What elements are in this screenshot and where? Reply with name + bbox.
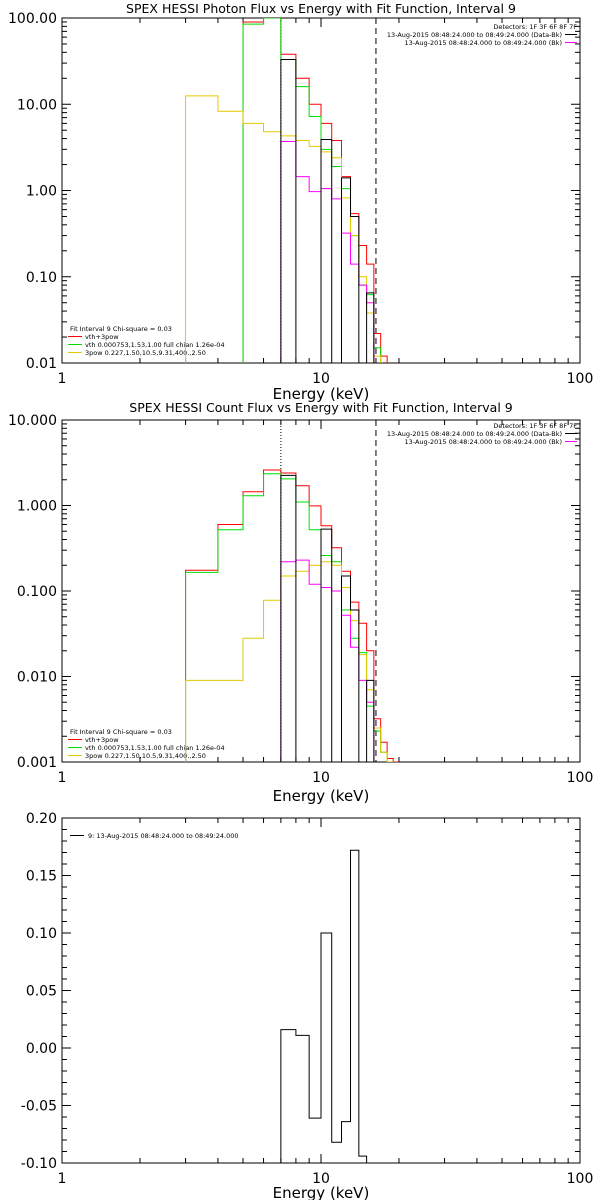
residuals-x-tick-label: 10 <box>312 1171 330 1187</box>
count-header-data-bk: 13-Aug-2015 08:48:24.000 to 08:49:24.000… <box>387 430 562 438</box>
count-series-bk <box>280 559 375 762</box>
photon-x-tick-label: 10 <box>312 371 330 387</box>
photon-y-tick-label: 10.00 <box>17 97 57 113</box>
photon-legend-3pow: 3pow 0.227,1.50,10.5,9.31,400.,2.50 <box>85 349 206 357</box>
photon-x-tick-label: 100 <box>567 371 594 387</box>
photon-x-tick-label: 1 <box>58 371 67 387</box>
photon-legend-model: vth+3pow <box>85 333 119 341</box>
count-y-tick-label: 0.100 <box>17 584 57 600</box>
count-header-bk: 13-Aug-2015 08:48:24.000 to 08:49:24.000… <box>405 438 562 446</box>
count-legend-3pow: 3pow 0.227,1.50,10.5,9.31,400.,2.50 <box>85 752 206 760</box>
photon-data-layer <box>185 18 388 363</box>
count-legend-vth: vth 0.000753,1.53,1.00 full chian 1.26e-… <box>85 744 225 752</box>
count-flux-xlabel: Energy (keV) <box>273 787 370 805</box>
residuals-xlabel: Energy (keV) <box>273 1184 370 1200</box>
photon-series-bk <box>280 140 375 363</box>
count-y-tick-label: 1.000 <box>17 499 57 515</box>
photon-legend-vth: vth 0.000753,1.53,1.00 full chian 1.26e-… <box>85 341 225 349</box>
residuals-x-tick-label: 100 <box>567 1171 594 1187</box>
count-flux-legend: Fit Interval 9 Chi-square = 0.03 vth+3po… <box>70 728 225 760</box>
count-legend-model: vth+3pow <box>85 736 119 744</box>
residuals-panel: Energy (keV) 9: 13-Aug-2015 08:48:24.000… <box>21 811 594 1200</box>
photon-y-tick-label: 0.01 <box>26 356 57 372</box>
residuals-series-9-13-aug-2015-08-48-24-000-to-08-49-24-000 <box>280 849 374 1163</box>
count-legend-fit: Fit Interval 9 Chi-square = 0.03 <box>70 728 172 736</box>
photon-flux-title: SPEX HESSI Photon Flux vs Energy with Fi… <box>126 1 516 16</box>
residuals-y-tick-label: 0.05 <box>26 984 57 1000</box>
count-flux-header: Detectors: 1F 3F 6F 8F 7F 13-Aug-2015 08… <box>387 422 577 446</box>
count-x-tick-label: 1 <box>58 770 67 786</box>
photon-header-data-bk: 13-Aug-2015 08:48:24.000 to 08:49:24.000… <box>387 31 562 39</box>
photon-header-detectors: Detectors: 1F 3F 6F 8F 7F <box>493 23 577 31</box>
residuals-y-tick-label: 0.10 <box>26 926 57 942</box>
count-y-tick-label: 0.010 <box>17 670 57 686</box>
photon-legend-fit: Fit Interval 9 Chi-square = 0.03 <box>70 325 172 333</box>
photon-flux-xlabel: Energy (keV) <box>273 385 370 403</box>
photon-series-data-bk <box>280 59 375 363</box>
count-x-tick-label: 100 <box>567 770 594 786</box>
photon-flux-legend: Fit Interval 9 Chi-square = 0.03 vth+3po… <box>70 325 225 357</box>
photon-y-tick-label: 0.10 <box>26 270 57 286</box>
count-x-tick-label: 10 <box>312 770 330 786</box>
photon-y-tick-label: 1.00 <box>26 184 57 200</box>
photon-y-tick-label: 100.00 <box>8 11 57 27</box>
count-y-tick-label: 10.000 <box>8 413 57 429</box>
residuals-y-tick-label: 0.15 <box>26 869 57 885</box>
photon-flux-panel: SPEX HESSI Photon Flux vs Energy with Fi… <box>8 1 593 403</box>
residuals-data-layer <box>280 849 374 1163</box>
residuals-y-tick-label: -0.10 <box>21 1156 57 1172</box>
count-data-layer <box>185 420 399 762</box>
residuals-legend: 9: 13-Aug-2015 08:48:24.000 to 08:49:24.… <box>88 832 239 840</box>
residuals-y-tick-label: 0.00 <box>26 1041 57 1057</box>
count-series-data-bk <box>280 474 375 762</box>
count-y-tick-label: 0.001 <box>17 755 57 771</box>
residuals-legend-interval: 9: 13-Aug-2015 08:48:24.000 to 08:49:24.… <box>88 832 239 840</box>
count-header-detectors: Detectors: 1F 3F 6F 8F 7F <box>493 422 577 430</box>
residuals-y-tick-label: -0.05 <box>21 1099 57 1115</box>
photon-header-bk: 13-Aug-2015 08:48:24.000 to 08:49:24.000… <box>405 39 562 47</box>
photon-flux-header: Detectors: 1F 3F 6F 8F 7F 13-Aug-2015 08… <box>387 23 577 47</box>
count-flux-title: SPEX HESSI Count Flux vs Energy with Fit… <box>129 400 512 415</box>
photon-series-3pow <box>185 95 388 363</box>
count-flux-panel: SPEX HESSI Count Flux vs Energy with Fit… <box>8 400 593 805</box>
residuals-y-tick-label: 0.20 <box>26 811 57 827</box>
residuals-x-tick-label: 1 <box>58 1171 67 1187</box>
